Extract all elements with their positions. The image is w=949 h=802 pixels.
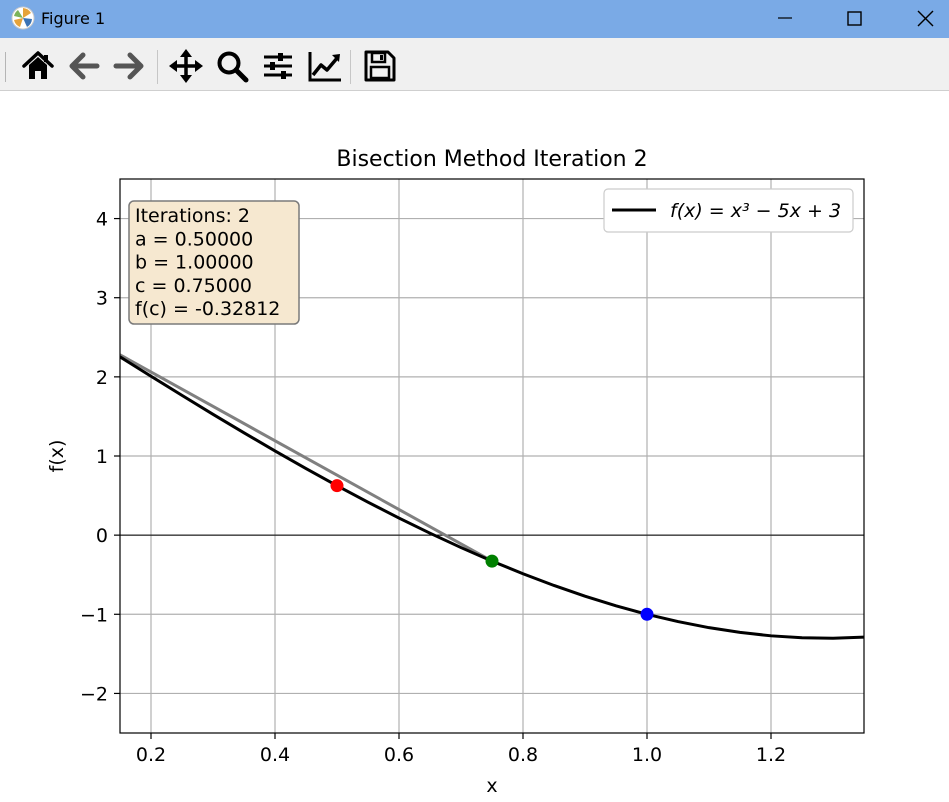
x-tick-label: 1.2 [756, 744, 786, 766]
zoom-button[interactable] [214, 48, 250, 84]
x-tick-label: 0.6 [384, 744, 414, 766]
y-tick-label: 0 [96, 525, 108, 547]
point-c [485, 554, 499, 568]
edit-axis-icon [308, 52, 341, 82]
minimize-icon [778, 17, 792, 19]
window-titlebar: Figure 1 [0, 0, 949, 38]
x-axis-ticks: 0.2 0.4 0.6 0.8 1.0 1.2 [136, 733, 786, 766]
configure-subplots-icon [264, 53, 292, 79]
annotation-line: Iterations: 2 [135, 205, 250, 227]
toolbar-separator [157, 50, 158, 84]
forward-arrow-icon [113, 52, 144, 80]
home-button[interactable] [20, 48, 56, 84]
x-tick-label: 1.0 [632, 744, 662, 766]
point-b [640, 607, 654, 621]
y-tick-label: −2 [80, 683, 108, 705]
legend-frame [603, 188, 854, 233]
maximize-button[interactable] [821, 0, 887, 38]
close-button[interactable] [892, 0, 949, 38]
pan-move-icon [169, 49, 203, 83]
maximize-icon [847, 11, 862, 26]
y-tick-label: 4 [96, 209, 108, 231]
chart: Bisection Method Iteration 2 0.2 0.4 0.6 0.… [46, 147, 865, 797]
save-floppy-icon [364, 50, 396, 82]
secant-line [120, 353, 493, 563]
bisection-points [330, 479, 654, 621]
y-axis-ticks: −2 −1 0 1 2 3 4 [80, 209, 120, 705]
x-tick-label: 0.2 [136, 744, 166, 766]
save-button[interactable] [362, 48, 398, 84]
point-a [330, 479, 344, 493]
back-arrow-icon [69, 52, 100, 80]
matplotlib-icon [11, 6, 35, 30]
annotation-box-background [128, 200, 300, 325]
annotation-line: a = 0.50000 [135, 228, 253, 250]
chart-title: Bisection Method Iteration 2 [336, 147, 647, 172]
function-curve [120, 355, 864, 640]
pan-button[interactable] [168, 48, 204, 84]
x-tick-label: 0.4 [260, 744, 290, 766]
close-icon [917, 10, 934, 27]
forward-button[interactable] [111, 48, 147, 84]
legend-label: f(x) = x³ − 5x + 3 [670, 200, 841, 222]
window-title: Figure 1 [41, 9, 106, 28]
zoom-magnifier-icon [217, 51, 249, 83]
back-button[interactable] [66, 48, 102, 84]
navigation-toolbar [0, 38, 949, 91]
toolbar-grip [5, 52, 6, 82]
y-tick-label: 3 [96, 288, 108, 310]
configure-subplots-button[interactable] [260, 48, 296, 84]
home-icon [22, 51, 54, 79]
annotation-line: f(c) = -0.32812 [135, 298, 280, 320]
legend: f(x) = x³ − 5x + 3 [603, 188, 854, 233]
annotation-line: c = 0.75000 [135, 275, 252, 297]
x-axis-label: x [486, 775, 497, 797]
toolbar-separator [350, 50, 351, 84]
annotation-line: b = 1.00000 [135, 252, 254, 274]
x-tick-label: 0.8 [508, 744, 538, 766]
y-tick-label: 1 [96, 446, 108, 468]
minimize-button[interactable] [752, 0, 818, 38]
y-tick-label: −1 [80, 604, 108, 626]
edit-axis-button[interactable] [307, 48, 343, 84]
y-tick-label: 2 [96, 367, 108, 389]
y-axis-label: f(x) [46, 440, 68, 473]
